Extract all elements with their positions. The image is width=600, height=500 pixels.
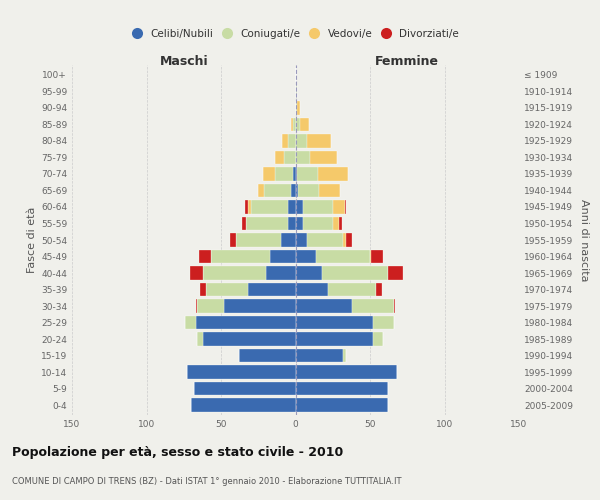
Bar — [307, 134, 331, 147]
Bar — [291, 184, 296, 197]
Bar — [316, 250, 370, 264]
Bar — [270, 250, 296, 264]
Bar — [281, 233, 296, 247]
Bar — [196, 316, 296, 330]
Bar — [297, 167, 318, 180]
Text: Maschi: Maschi — [160, 56, 208, 68]
Bar — [296, 118, 300, 131]
Bar — [203, 266, 266, 280]
Bar — [333, 200, 344, 214]
Y-axis label: Anni di nascita: Anni di nascita — [578, 198, 589, 281]
Bar — [303, 216, 333, 230]
Bar — [298, 184, 319, 197]
Bar — [346, 233, 352, 247]
Bar — [247, 216, 288, 230]
Bar — [296, 250, 316, 264]
Bar — [248, 200, 251, 214]
Text: Femmine: Femmine — [375, 56, 439, 68]
Text: Popolazione per età, sesso e stato civile - 2010: Popolazione per età, sesso e stato civil… — [12, 446, 343, 459]
Bar — [296, 233, 307, 247]
Bar — [196, 300, 197, 313]
Bar — [394, 300, 395, 313]
Bar — [199, 250, 211, 264]
Bar — [296, 184, 298, 197]
Bar — [339, 216, 341, 230]
Bar — [230, 233, 236, 247]
Bar — [343, 349, 346, 362]
Bar — [203, 332, 296, 346]
Bar — [266, 266, 296, 280]
Bar — [191, 398, 296, 412]
Bar — [352, 300, 394, 313]
Bar — [297, 101, 300, 114]
Bar — [370, 250, 371, 264]
Bar — [248, 283, 296, 296]
Bar — [197, 300, 224, 313]
Bar — [343, 233, 346, 247]
Bar — [190, 266, 203, 280]
Bar — [293, 118, 296, 131]
Bar — [187, 366, 296, 379]
Bar — [296, 200, 303, 214]
Bar — [275, 167, 293, 180]
Bar — [296, 266, 322, 280]
Bar — [245, 200, 248, 214]
Bar — [328, 283, 376, 296]
Bar — [318, 167, 347, 180]
Bar — [194, 382, 296, 396]
Bar — [296, 167, 297, 180]
Bar — [296, 382, 388, 396]
Bar — [296, 101, 297, 114]
Y-axis label: Fasce di età: Fasce di età — [27, 207, 37, 273]
Bar — [296, 398, 388, 412]
Bar — [264, 184, 291, 197]
Legend: Celibi/Nubili, Coniugati/e, Vedovi/e, Divorziati/e: Celibi/Nubili, Coniugati/e, Vedovi/e, Di… — [128, 24, 463, 44]
Bar — [296, 316, 373, 330]
Bar — [224, 300, 296, 313]
Bar — [296, 216, 303, 230]
Bar — [376, 283, 382, 296]
Text: COMUNE DI CAMPO DI TRENS (BZ) - Dati ISTAT 1° gennaio 2010 - Elaborazione TUTTIT: COMUNE DI CAMPO DI TRENS (BZ) - Dati IST… — [12, 478, 401, 486]
Bar — [284, 150, 296, 164]
Bar — [291, 118, 293, 131]
Bar — [296, 300, 352, 313]
Bar — [288, 216, 296, 230]
Bar — [303, 200, 333, 214]
Bar — [185, 316, 196, 330]
Bar — [296, 150, 310, 164]
Bar — [296, 134, 307, 147]
Bar — [282, 134, 288, 147]
Bar — [296, 366, 397, 379]
Bar — [371, 250, 383, 264]
Bar — [373, 332, 383, 346]
Bar — [319, 184, 340, 197]
Bar — [388, 266, 403, 280]
Bar — [296, 84, 297, 98]
Bar — [310, 150, 337, 164]
Bar — [242, 216, 247, 230]
Bar — [206, 283, 248, 296]
Bar — [344, 200, 346, 214]
Bar — [211, 250, 270, 264]
Bar — [197, 332, 203, 346]
Bar — [307, 233, 343, 247]
Bar — [322, 266, 388, 280]
Bar — [263, 167, 275, 180]
Bar — [251, 200, 288, 214]
Bar — [296, 283, 328, 296]
Bar — [239, 349, 296, 362]
Bar — [333, 216, 339, 230]
Bar — [200, 283, 206, 296]
Bar — [258, 184, 264, 197]
Bar — [288, 134, 296, 147]
Bar — [300, 118, 309, 131]
Bar — [288, 200, 296, 214]
Bar — [373, 316, 394, 330]
Bar — [293, 167, 296, 180]
Bar — [296, 332, 373, 346]
Bar — [236, 233, 281, 247]
Bar — [275, 150, 284, 164]
Bar — [296, 349, 343, 362]
